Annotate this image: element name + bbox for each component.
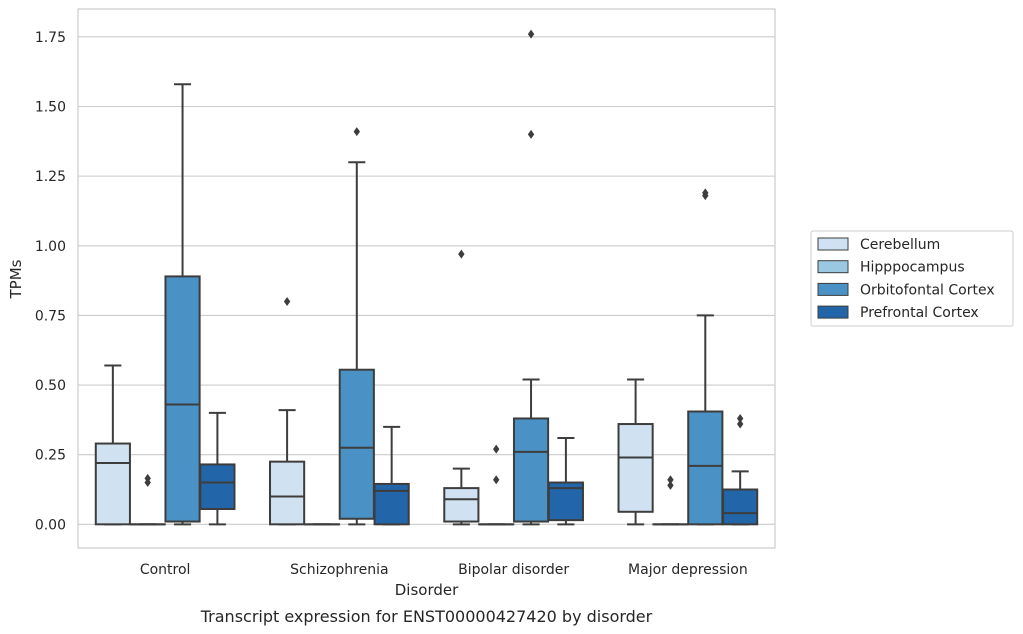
y-tick-labels: 0.00 0.25 0.50 0.75 1.00 1.25 1.50 1.75 <box>35 30 66 533</box>
legend-swatch <box>817 237 849 251</box>
x-axis-title: Disorder <box>395 581 459 599</box>
box-plot-group <box>269 296 306 526</box>
y-tick-label: 1.50 <box>35 99 66 115</box>
plot-area-frame <box>77 8 776 549</box>
box-plot-group <box>164 83 201 526</box>
box <box>269 460 306 526</box>
outlier-point <box>527 129 535 139</box>
x-tick-label: Schizophrenia <box>290 562 388 578</box>
box-plot-group <box>94 364 131 526</box>
x-tick-labels: Control Schizophrenia Bipolar disorder Majo… <box>140 562 748 578</box>
box <box>687 410 724 526</box>
box-plot-series <box>94 29 759 526</box>
box-plot-group <box>722 413 759 526</box>
y-tick-label: 0.25 <box>35 448 66 464</box>
box-plot-group <box>652 475 689 526</box>
box <box>512 417 550 523</box>
box-plot-group <box>512 29 550 526</box>
box-plot-group <box>547 436 584 526</box>
box-plot-group <box>687 188 724 526</box>
y-tick-label: 1.00 <box>35 239 66 255</box>
box-plot-group <box>338 127 375 526</box>
legend-label: Cerebellum <box>860 237 940 253</box>
box <box>722 488 759 526</box>
legend-swatch <box>817 260 849 274</box>
box <box>199 463 236 511</box>
box-plot-group <box>617 378 654 526</box>
box-plot-group <box>129 473 166 526</box>
legend: Cerebellum Hipppocampus Orbitofontal Corte… <box>810 230 1014 327</box>
outlier-point <box>493 444 500 454</box>
legend-swatch <box>817 305 849 319</box>
outlier-point <box>458 249 465 259</box>
legend-frame <box>810 230 1014 327</box>
outlier-point <box>353 127 360 137</box>
y-tick-label: 0.50 <box>35 378 66 394</box>
outlier-point <box>667 480 674 490</box>
chart-caption: Transcript expression for ENST0000042742… <box>200 607 653 626</box>
box-plot-group <box>443 249 480 526</box>
legend-label: Prefrontal Cortex <box>860 305 979 321</box>
x-tick-label: Control <box>140 562 191 578</box>
y-tick-label: 0.00 <box>35 517 66 533</box>
x-tick-label: Bipolar disorder <box>458 562 569 578</box>
legend-label: Hipppocampus <box>860 260 965 276</box>
outlier-point <box>283 296 291 306</box>
box-plot-group <box>478 444 515 526</box>
y-tick-label: 1.75 <box>35 30 66 46</box>
box <box>94 442 131 526</box>
outlier-point <box>144 473 151 483</box>
box <box>164 275 201 523</box>
box-plot-group <box>373 425 410 526</box>
legend-label: Orbitofontal Cortex <box>860 282 995 298</box>
outlier-point <box>736 419 744 429</box>
outlier-point <box>493 475 500 485</box>
box <box>338 368 375 520</box>
box-plot-group <box>199 411 236 526</box>
legend-swatch <box>817 282 849 296</box>
x-tick-label: Major depression <box>628 562 748 578</box>
box <box>617 423 654 513</box>
y-tick-label: 1.25 <box>35 169 66 185</box>
outlier-point <box>667 475 674 485</box>
box <box>443 487 480 523</box>
outlier-point <box>736 413 744 423</box>
outlier-point <box>527 29 535 39</box>
outlier-point <box>702 188 709 198</box>
y-tick-label: 0.75 <box>35 308 66 324</box>
y-axis-title: TPMs <box>7 259 25 299</box>
